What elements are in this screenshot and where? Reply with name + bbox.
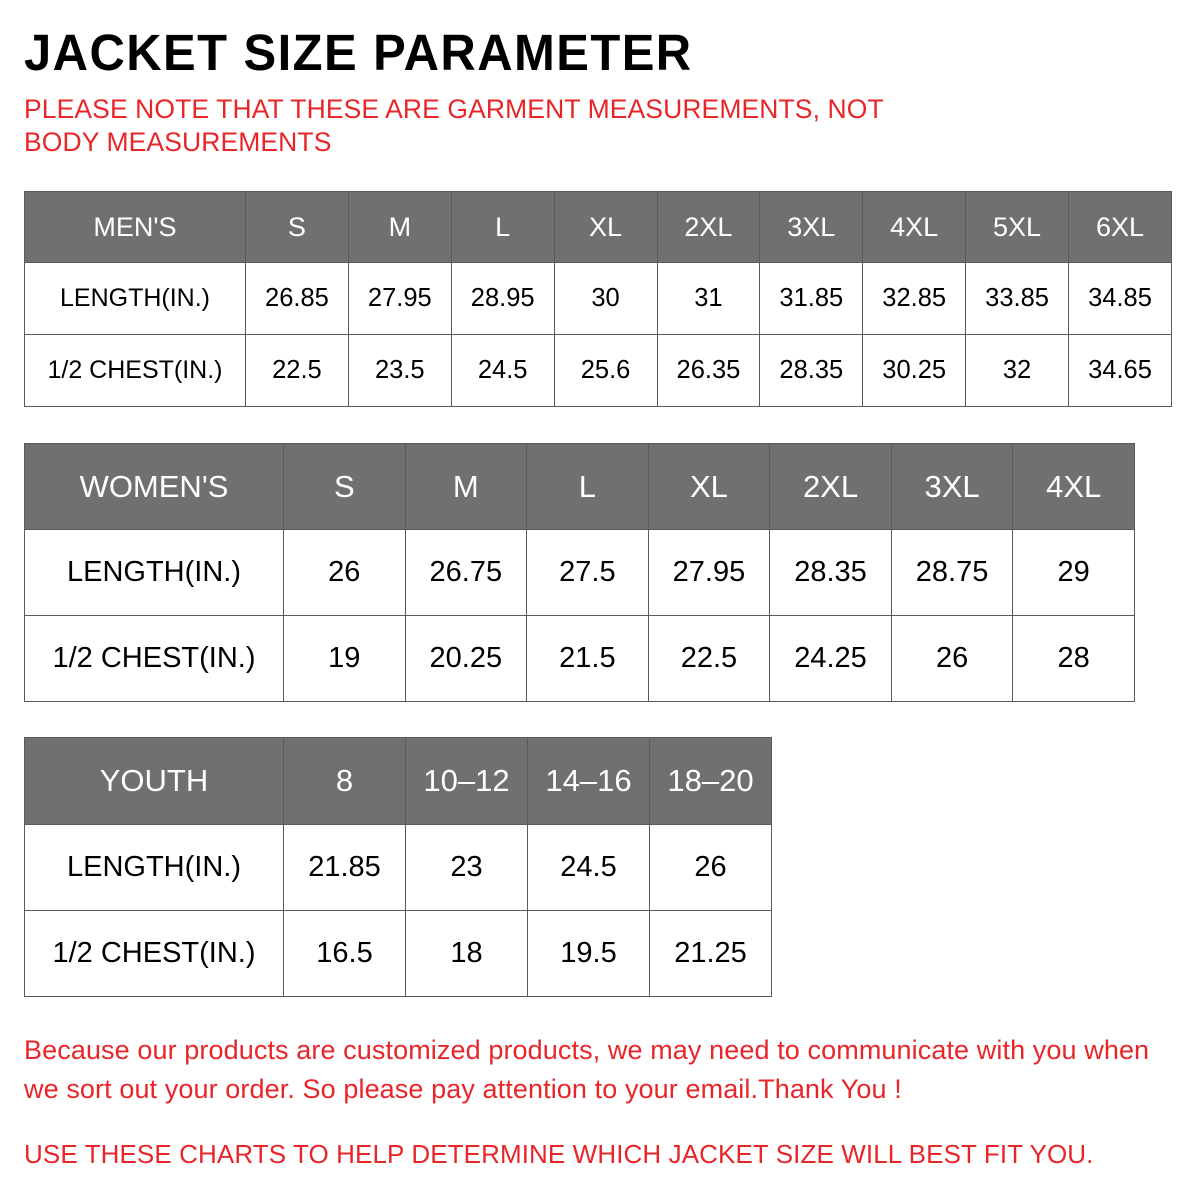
data-cell: 24.5 — [450, 334, 555, 408]
data-cell: 21.25 — [649, 910, 772, 998]
row-label: LENGTH(IN.) — [24, 824, 284, 912]
womens-col-header: 3XL — [890, 443, 1014, 531]
chart-usage-note: USE THESE CHARTS TO HELP DETERMINE WHICH… — [24, 1138, 1094, 1169]
mens-col-header: S — [245, 191, 349, 264]
data-cell: 20.25 — [404, 615, 528, 703]
page-title: JACKET SIZE PARAMETER — [24, 24, 693, 81]
youth-col-header: 8 — [283, 737, 406, 826]
womens-col-header: 2XL — [769, 443, 892, 531]
table-row: 1/2 CHEST(IN.) 16.5 18 19.5 21.25 — [24, 910, 772, 998]
data-cell: 31 — [656, 262, 761, 336]
womens-table-title: WOMEN'S — [24, 443, 284, 531]
youth-table-head: YOUTH 8 10–12 14–16 18–20 — [24, 737, 772, 826]
womens-header-row: WOMEN'S S M L XL 2XL 3XL 4XL — [24, 443, 1135, 531]
table-row: 1/2 CHEST(IN.) 22.5 23.5 24.5 25.6 26.35… — [24, 334, 1172, 408]
data-cell: 23.5 — [347, 334, 452, 408]
table-row: LENGTH(IN.) 26.85 27.95 28.95 30 31 31.8… — [24, 262, 1172, 336]
mens-col-header: L — [450, 191, 555, 264]
data-cell: 26.75 — [404, 529, 528, 617]
row-label: 1/2 CHEST(IN.) — [24, 615, 284, 703]
data-cell: 30.25 — [862, 334, 967, 408]
mens-header-row: MEN'S S M L XL 2XL 3XL 4XL 5XL 6XL — [24, 191, 1172, 264]
youth-table-body: LENGTH(IN.) 21.85 23 24.5 26 1/2 CHEST(I… — [24, 824, 772, 998]
table-row: 1/2 CHEST(IN.) 19 20.25 21.5 22.5 24.25 … — [24, 615, 1135, 703]
womens-table-head: WOMEN'S S M L XL 2XL 3XL 4XL — [24, 443, 1135, 531]
womens-col-header: S — [283, 443, 406, 531]
mens-col-header: 6XL — [1068, 191, 1172, 264]
data-cell: 27.95 — [647, 529, 771, 617]
mens-col-header: XL — [553, 191, 658, 264]
data-cell: 27.95 — [347, 262, 452, 336]
data-cell: 26 — [649, 824, 772, 912]
data-cell: 34.65 — [1068, 334, 1172, 408]
data-cell: 21.5 — [526, 615, 649, 703]
row-label: 1/2 CHEST(IN.) — [24, 910, 284, 998]
data-cell: 24.25 — [769, 615, 892, 703]
mens-col-header: 5XL — [965, 191, 1069, 264]
data-cell: 26.85 — [245, 262, 349, 336]
womens-size-table: WOMEN'S S M L XL 2XL 3XL 4XL LENGTH(IN.)… — [24, 443, 1135, 703]
row-label: LENGTH(IN.) — [24, 529, 284, 617]
mens-col-header: M — [347, 191, 452, 264]
data-cell: 23 — [405, 824, 528, 912]
data-cell: 28 — [1012, 615, 1135, 703]
mens-col-header: 2XL — [656, 191, 761, 264]
data-cell: 22.5 — [245, 334, 349, 408]
youth-header-row: YOUTH 8 10–12 14–16 18–20 — [24, 737, 772, 826]
row-label: LENGTH(IN.) — [24, 262, 246, 336]
measurement-disclaimer: PLEASE NOTE THAT THESE ARE GARMENT MEASU… — [24, 94, 884, 157]
data-cell: 16.5 — [283, 910, 406, 998]
mens-table-title: MEN'S — [24, 191, 246, 264]
mens-col-header: 4XL — [862, 191, 967, 264]
data-cell: 22.5 — [647, 615, 771, 703]
data-cell: 31.85 — [759, 262, 864, 336]
data-cell: 24.5 — [527, 824, 650, 912]
mens-table-body: LENGTH(IN.) 26.85 27.95 28.95 30 31 31.8… — [24, 262, 1172, 408]
table-row: LENGTH(IN.) 26 26.75 27.5 27.95 28.35 28… — [24, 529, 1135, 617]
youth-col-header: 14–16 — [527, 737, 650, 826]
data-cell: 28.75 — [890, 529, 1014, 617]
data-cell: 19.5 — [527, 910, 650, 998]
data-cell: 30 — [553, 262, 658, 336]
womens-col-header: 4XL — [1012, 443, 1135, 531]
data-cell: 27.5 — [526, 529, 649, 617]
data-cell: 26 — [890, 615, 1014, 703]
data-cell: 26 — [283, 529, 406, 617]
youth-table-title: YOUTH — [24, 737, 284, 826]
data-cell: 28.95 — [450, 262, 555, 336]
youth-size-table: YOUTH 8 10–12 14–16 18–20 LENGTH(IN.) 21… — [24, 737, 772, 998]
womens-table-body: LENGTH(IN.) 26 26.75 27.5 27.95 28.35 28… — [24, 529, 1135, 703]
data-cell: 26.35 — [656, 334, 761, 408]
data-cell: 28.35 — [769, 529, 892, 617]
table-row: LENGTH(IN.) 21.85 23 24.5 26 — [24, 824, 772, 912]
data-cell: 18 — [405, 910, 528, 998]
data-cell: 28.35 — [759, 334, 864, 408]
data-cell: 29 — [1012, 529, 1135, 617]
data-cell: 19 — [283, 615, 406, 703]
mens-size-table: MEN'S S M L XL 2XL 3XL 4XL 5XL 6XL LENGT… — [24, 191, 1172, 408]
womens-col-header: L — [526, 443, 649, 531]
data-cell: 32.85 — [862, 262, 967, 336]
data-cell: 33.85 — [965, 262, 1069, 336]
data-cell: 25.6 — [553, 334, 658, 408]
youth-col-header: 10–12 — [405, 737, 528, 826]
data-cell: 32 — [965, 334, 1069, 408]
mens-col-header: 3XL — [759, 191, 864, 264]
mens-table-head: MEN'S S M L XL 2XL 3XL 4XL 5XL 6XL — [24, 191, 1172, 264]
customization-note: Because our products are customized prod… — [24, 1035, 1150, 1105]
womens-col-header: XL — [647, 443, 771, 531]
row-label: 1/2 CHEST(IN.) — [24, 334, 246, 408]
womens-col-header: M — [404, 443, 528, 531]
data-cell: 34.85 — [1068, 262, 1172, 336]
data-cell: 21.85 — [283, 824, 406, 912]
youth-col-header: 18–20 — [649, 737, 772, 826]
